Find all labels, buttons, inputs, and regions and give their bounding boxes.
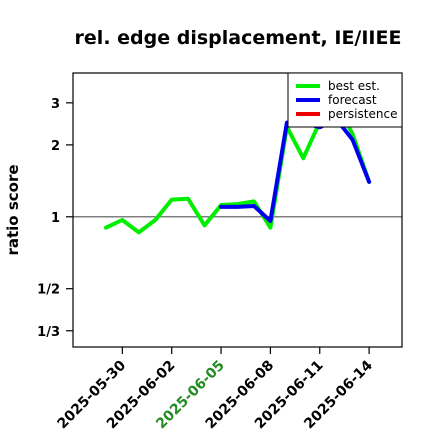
chart-title: rel. edge displacement, IE/IIEE [75,27,402,49]
y-tick-label: 1/3 [37,325,60,340]
legend-label-1: forecast [328,93,377,107]
y-tick-label: 1 [51,211,60,226]
legend-label-2: persistence [328,107,397,121]
legend-label-0: best est. [328,79,380,93]
y-tick-label: 3 [51,97,60,112]
y-tick-label: 2 [51,139,60,154]
y-axis-label: ratio score [4,164,22,255]
plot-frame [72,72,403,348]
y-tick-label: 1/2 [37,283,60,298]
series-line-1 [219,116,372,223]
